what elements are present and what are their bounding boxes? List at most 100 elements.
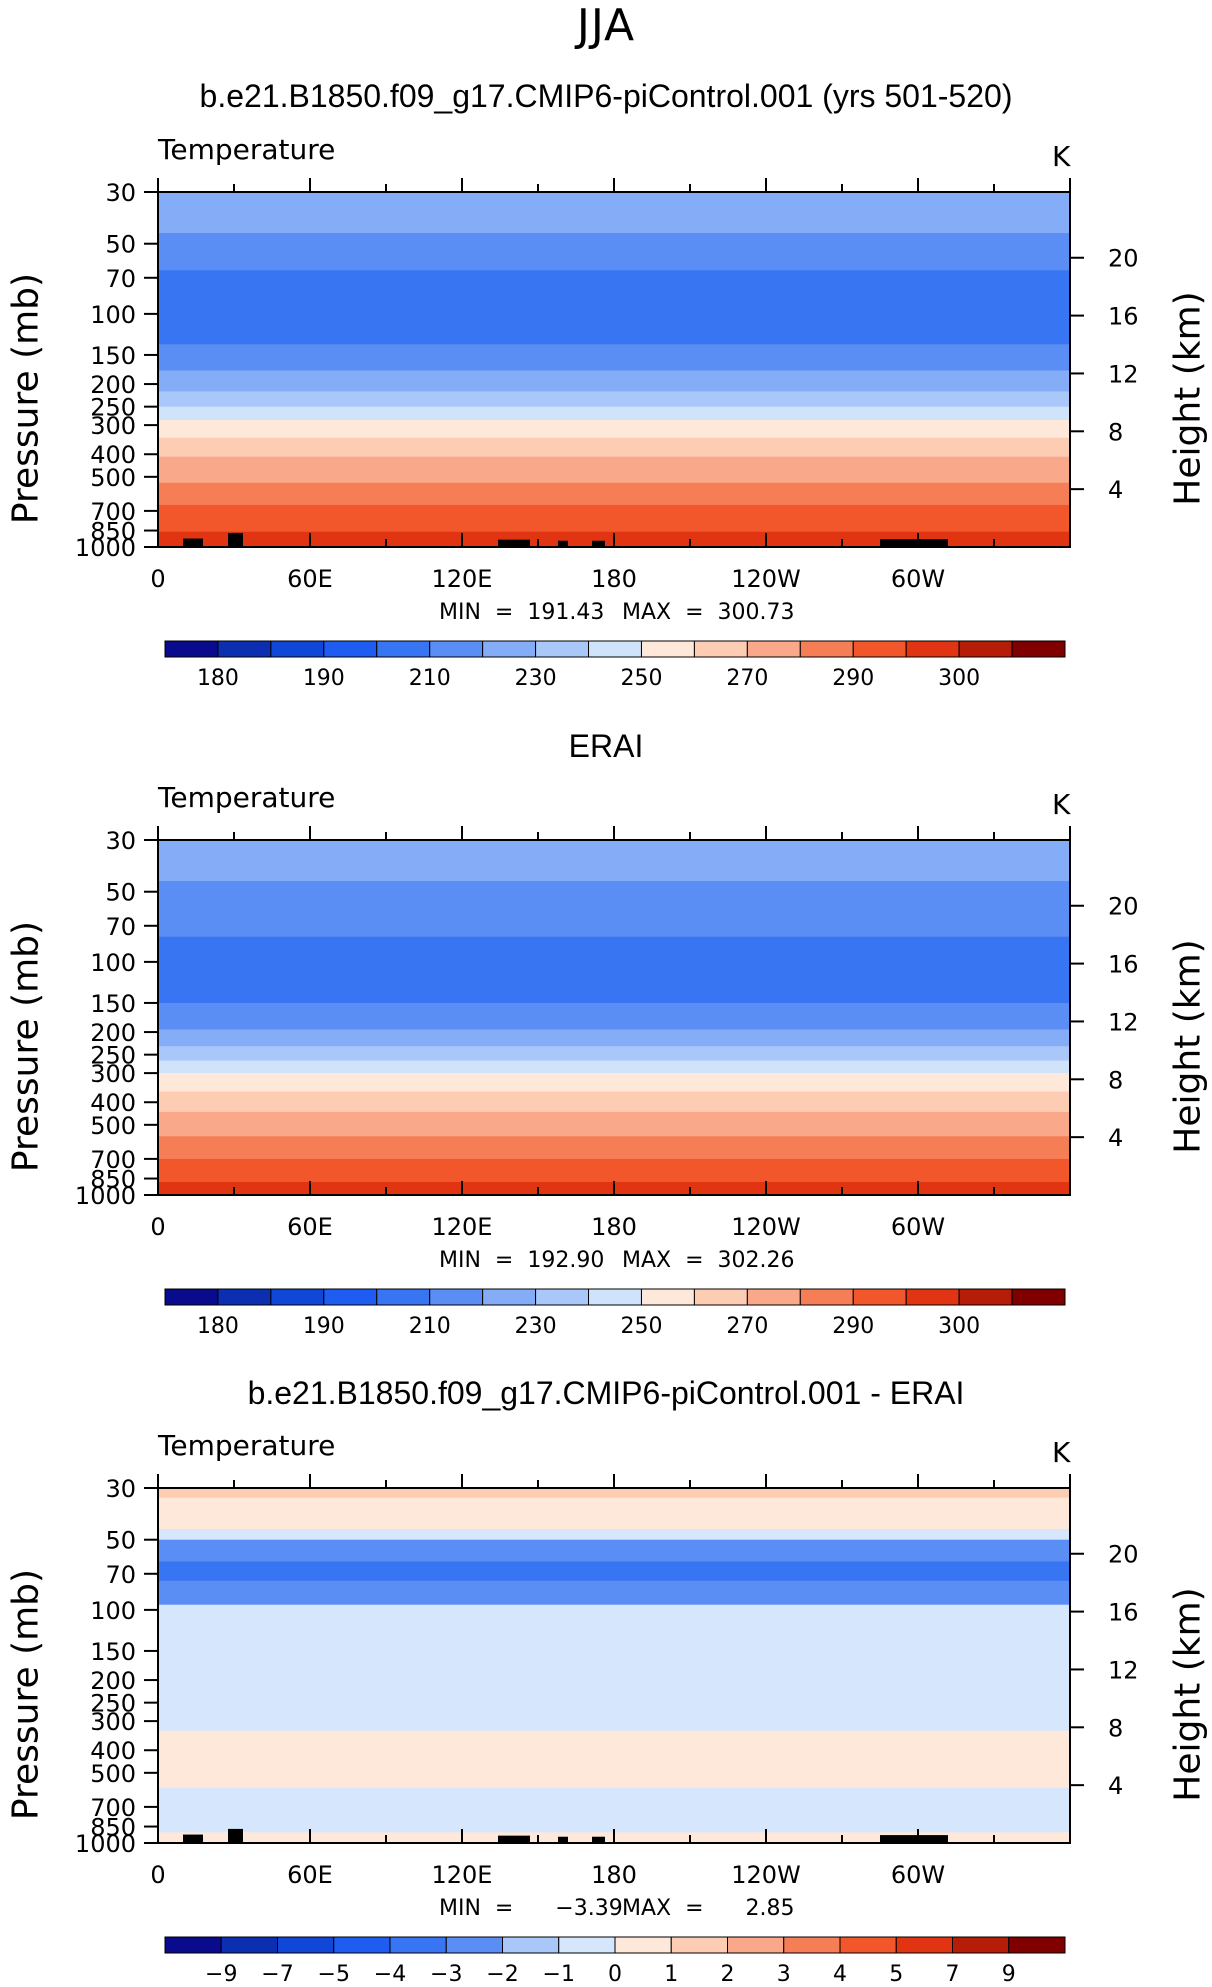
panel-2-band-9	[158, 1111, 1070, 1137]
panel-1-htick-label-0: 20	[1108, 245, 1139, 273]
panel-3-ytick-label-0: 30	[105, 1475, 136, 1503]
panel-3-min-label: MIN = −3.39	[439, 1896, 623, 1921]
panel-1-topography-0	[183, 538, 203, 547]
panel-3-colorbar-box-14	[952, 1936, 1010, 1954]
panel-1-band-0	[158, 192, 1070, 234]
panel-2-ytick-label-3: 100	[90, 949, 136, 977]
panel-3-colorbar-label-14: 9	[1002, 1962, 1016, 1987]
panel-2-ytick-label-12: 1000	[75, 1182, 136, 1210]
panel-2-colorbar-box-15	[958, 1288, 1013, 1306]
panel-2-xtick-label-0: 0	[150, 1213, 165, 1241]
panel-3-colorbar-label-12: 5	[889, 1962, 903, 1987]
panel-2-colorbar-label-1: 190	[303, 1314, 345, 1339]
panel-3-ytick-label-5: 200	[90, 1667, 136, 1695]
panel-3-colorbar-box-11	[783, 1936, 841, 1954]
panel-2-htick-label-4: 4	[1108, 1124, 1123, 1152]
panel-1-xtick-label-1: 60E	[287, 565, 333, 593]
panel-1-band-9	[158, 456, 1070, 484]
panel-2-colorbar-label-4: 250	[620, 1314, 662, 1339]
panel-1-colorbar-label-0: 180	[197, 666, 239, 691]
panel-1-ytick-label-7: 300	[90, 412, 136, 440]
panel-1-colorbar-box-5	[429, 640, 484, 658]
panel-3-colorbar-label-2: −5	[318, 1962, 350, 1987]
panel-2-colorbar-box-14	[905, 1288, 960, 1306]
panel-1-colorbar-box-1	[217, 640, 272, 658]
panel-1-colorbar-label-1: 190	[303, 666, 345, 691]
panel-3-colorbar-box-7	[558, 1936, 616, 1954]
panel-3-colorbar-box-15	[1008, 1936, 1066, 1954]
panel-1-units: K	[1052, 140, 1071, 173]
panel-2-colorbar-box-7	[535, 1288, 590, 1306]
panel-2-band-3	[158, 1002, 1070, 1030]
panel-2-colorbar-box-2	[270, 1288, 325, 1306]
panel-1-band-1	[158, 233, 1070, 271]
panel-2-band-5	[158, 1046, 1070, 1062]
panel-2-ytick-label-2: 70	[105, 913, 136, 941]
panel-3-ytick-label-11: 850	[90, 1814, 136, 1842]
panel-2-min-label: MIN = 192.90	[439, 1248, 605, 1273]
panel-1-xtick-label-0: 0	[150, 565, 165, 593]
panel-3-xtick-label-1: 60E	[287, 1861, 333, 1889]
panel-1-colorbar-box-4	[376, 640, 431, 658]
panel-1-ytick-label-1: 50	[105, 231, 136, 259]
panel-3-colorbar-box-8	[614, 1936, 672, 1954]
panel-2-colorbar-box-8	[588, 1288, 642, 1306]
panel-2-band-6	[158, 1060, 1070, 1074]
panel-3-topography-4	[592, 1836, 605, 1843]
panel-1-colorbar-label-6: 290	[832, 666, 874, 691]
panel-3-band-7	[158, 1730, 1070, 1789]
panel-1-colorbar-box-15	[958, 640, 1013, 658]
panel-1-band-3	[158, 344, 1070, 372]
panel-1-band-11	[158, 504, 1070, 533]
panel-3-band-5	[158, 1580, 1070, 1606]
panel-1-max-label: MAX = 300.73	[622, 600, 795, 625]
panel-1-colorbar-box-7	[535, 640, 590, 658]
panel-3-colorbar-label-6: −1	[543, 1962, 575, 1987]
panel-2-band-0	[158, 840, 1070, 882]
panel-3-colorbar-box-4	[389, 1936, 447, 1954]
panel-1-htick-label-4: 4	[1108, 476, 1123, 504]
panel-1-xtick-label-2: 120E	[432, 565, 493, 593]
panel-2-band-4	[158, 1029, 1070, 1047]
panel-1-ytick-label-4: 150	[90, 342, 136, 370]
panel-1-ytick-label-9: 500	[90, 464, 136, 492]
panel-2-xtick-label-2: 120E	[432, 1213, 493, 1241]
panel-2-ytick-label-5: 200	[90, 1019, 136, 1047]
panel-3-colorbar-box-1	[220, 1936, 278, 1954]
panel-1-htick-label-1: 16	[1108, 303, 1139, 331]
panel-2-colorbar-box-9	[640, 1288, 695, 1306]
panel-2-ytick-label-0: 30	[105, 827, 136, 855]
panel-1-colorbar-label-7: 300	[938, 666, 980, 691]
panel-3-title: b.e21.B1850.f09_g17.CMIP6-piControl.001 …	[247, 1375, 965, 1411]
panel-1-band-5	[158, 391, 1070, 408]
panel-3-ytick-label-6: 250	[90, 1690, 136, 1718]
panel-2-colorbar-label-6: 290	[832, 1314, 874, 1339]
panel-1-title: b.e21.B1850.f09_g17.CMIP6-piControl.001 …	[199, 78, 1013, 114]
panel-3-topography-1	[228, 1828, 243, 1843]
panel-3-colorbar-box-9	[670, 1936, 728, 1954]
panel-3-topography-0	[183, 1834, 203, 1843]
panel-3-xtick-label-2: 120E	[432, 1861, 493, 1889]
panel-3-colorbar-box-10	[727, 1936, 785, 1954]
panel-2-htick-label-1: 16	[1108, 951, 1139, 979]
panel-3-topography-5	[880, 1835, 948, 1843]
panel-3-htick-label-4: 4	[1108, 1772, 1123, 1800]
panel-3-band-4	[158, 1561, 1070, 1582]
panel-2-colorbar-box-5	[429, 1288, 484, 1306]
panel-2-band-1	[158, 881, 1070, 938]
panel-3-ytick-label-1: 50	[105, 1527, 136, 1555]
panel-3-topography-3	[558, 1836, 568, 1843]
panel-1-colorbar-box-10	[693, 640, 748, 658]
panel-2-band-10	[158, 1136, 1070, 1160]
panel-2-ytick-label-4: 150	[90, 990, 136, 1018]
panel-1-topography-5	[880, 539, 948, 547]
panel-1-topography-2	[498, 539, 530, 547]
panel-2-colorbar-box-11	[746, 1288, 801, 1306]
panel-3-colorbar-label-3: −4	[374, 1962, 406, 1987]
panel-1-ytick-label-6: 250	[90, 394, 136, 422]
panel-2-htick-label-3: 8	[1108, 1066, 1123, 1094]
panel-3-colorbar-box-0	[164, 1936, 222, 1954]
panel-2-field-label: Temperature	[158, 781, 336, 814]
panel-1-colorbar-box-3	[323, 640, 378, 658]
